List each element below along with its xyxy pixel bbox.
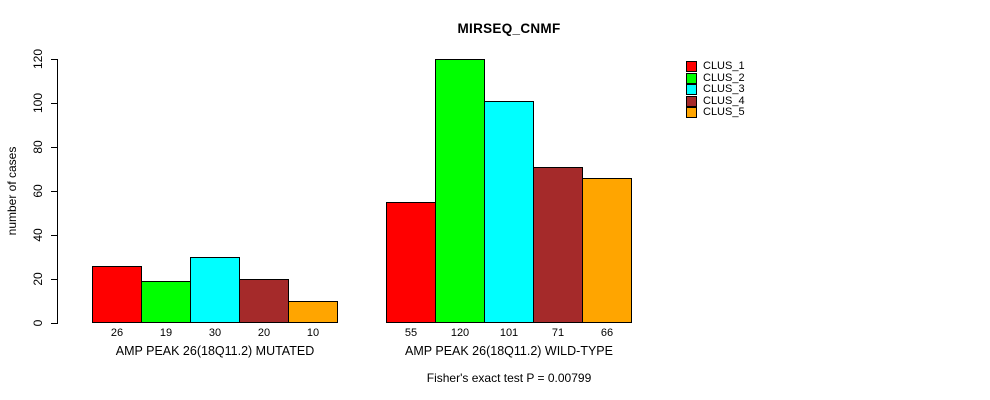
legend-swatch [686,84,697,96]
bar-clus_1-group2 [386,202,436,323]
bar-value-label: 120 [450,327,470,339]
y-tick [51,323,57,324]
y-axis-label: number of cases [5,146,19,236]
legend-label: CLUS_5 [703,106,745,118]
y-tick [51,59,57,60]
y-tick-label: 100 [31,92,45,114]
bar-clus_5-group2 [582,178,632,323]
group-label: AMP PEAK 26(18Q11.2) WILD-TYPE [405,344,613,358]
legend-item: CLUS_3 [686,83,745,96]
legend-swatch [686,72,697,84]
legend-label: CLUS_1 [703,60,745,72]
bar-value-label: 26 [110,327,124,339]
y-tick-label: 20 [31,272,45,286]
bar-value-label: 66 [600,327,614,339]
y-tick [51,235,57,236]
bar-value-label: 101 [499,327,519,339]
legend-label: CLUS_2 [703,71,745,84]
legend-label: CLUS_3 [703,83,745,95]
legend-item: CLUS_1 [686,60,745,73]
y-tick [51,103,57,104]
bar-clus_3-group2 [484,101,534,323]
legend-item: CLUS_5 [686,106,745,119]
bar-clus_2-group1 [141,281,191,323]
bar-clus_5-group1 [288,301,338,323]
chart-title: MIRSEQ_CNMF [457,21,561,36]
bar-clus_2-group2 [435,59,485,323]
y-tick [51,191,57,192]
y-tick-label: 40 [31,228,45,242]
bar-value-label: 10 [306,327,320,339]
y-axis-line [57,59,58,324]
bar-clus_3-group1 [190,257,240,323]
legend-label: CLUS_4 [703,94,745,107]
annotation-text: Fisher's exact test P = 0.00799 [426,371,592,385]
y-tick-label: 80 [31,140,45,154]
bar-value-label: 71 [551,327,565,339]
bar-value-label: 20 [257,327,271,339]
y-tick-label: 120 [31,48,45,70]
bar-clus_4-group1 [239,279,289,323]
legend-swatch [686,61,697,73]
group-label: AMP PEAK 26(18Q11.2) MUTATED [115,344,315,358]
bar-clus_4-group2 [533,167,583,323]
bar-value-label: 19 [159,327,173,339]
legend: CLUS_1 CLUS_2 CLUS_3 CLUS_4 CLUS_5 [686,60,745,119]
legend-item: CLUS_2 [686,71,745,85]
bar-value-label: 30 [208,327,222,339]
bar-value-label: 55 [404,327,418,339]
y-tick [51,279,57,280]
legend-item: CLUS_4 [686,94,745,108]
y-tick [51,147,57,148]
y-tick-label: 0 [31,319,45,327]
y-tick-label: 60 [31,184,45,198]
bar-clus_1-group1 [92,266,142,323]
legend-swatch [686,107,697,119]
legend-swatch [686,95,697,107]
